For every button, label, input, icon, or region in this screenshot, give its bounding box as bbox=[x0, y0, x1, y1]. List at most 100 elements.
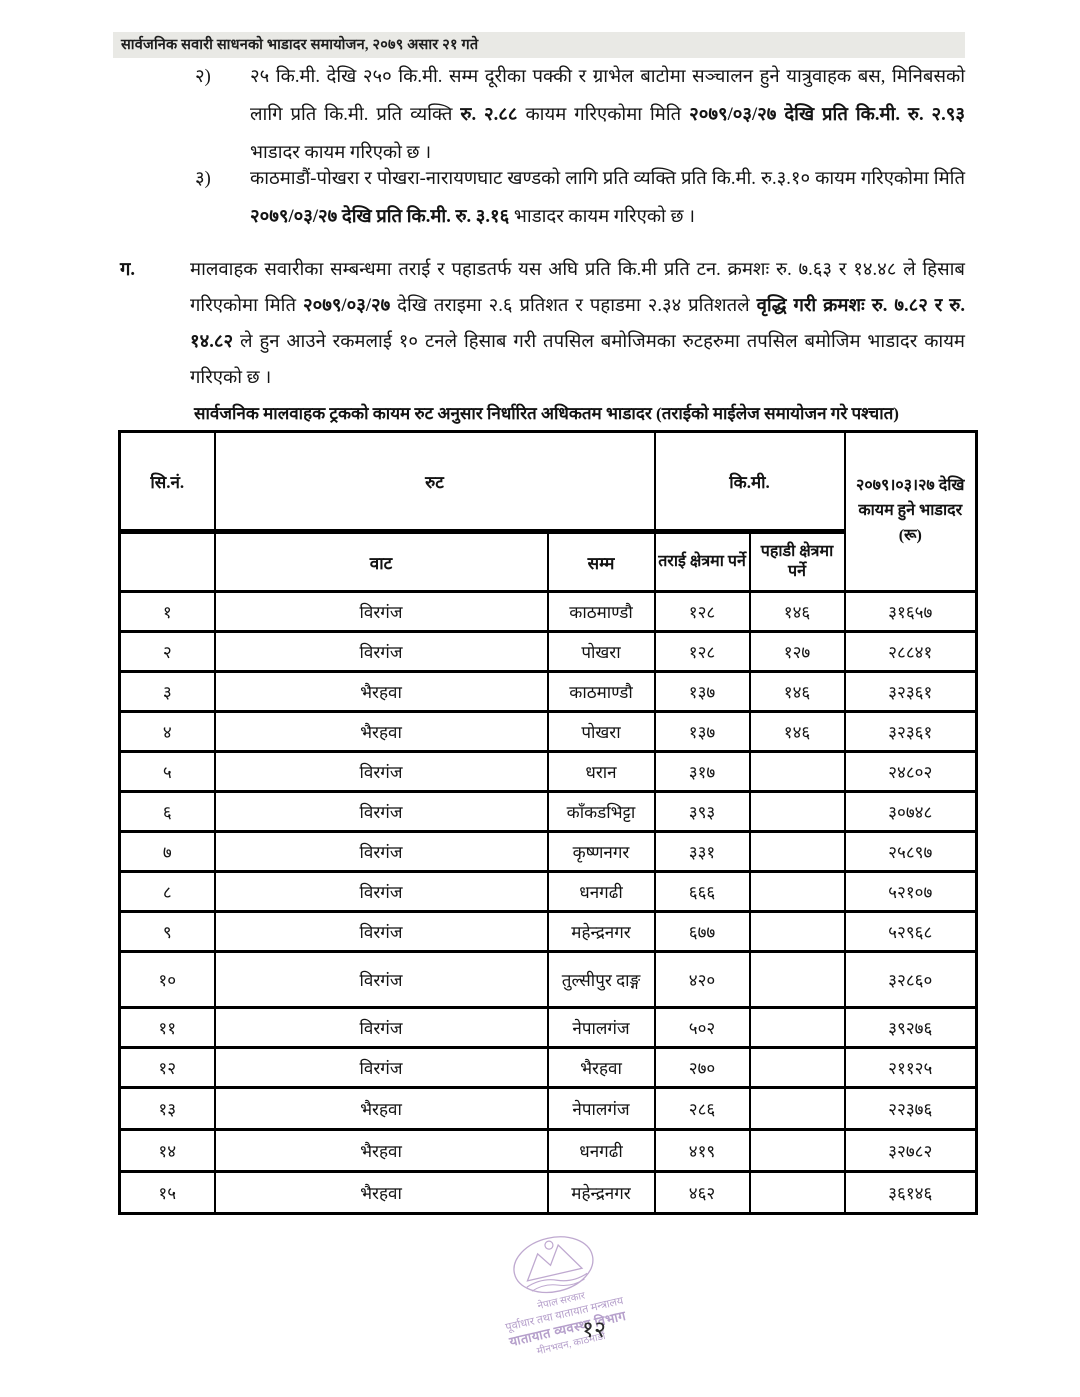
cell-hill-km bbox=[748, 830, 846, 873]
cell-hill-km bbox=[748, 950, 846, 1009]
cell-from: भैरहवा bbox=[213, 1170, 549, 1215]
cell-fare: ३२३६१ bbox=[843, 670, 978, 713]
cell-terai-km: ३३१ bbox=[653, 830, 751, 873]
table-row: ७ विरगंज कृष्णनगर ३३१ २५८९७ bbox=[118, 830, 978, 873]
cell-terai-km: १२८ bbox=[653, 590, 751, 633]
cell-terai-km: १३७ bbox=[653, 670, 751, 713]
cell-fare: ३६१४६ bbox=[843, 1170, 978, 1215]
cell-terai-km: ३१७ bbox=[653, 750, 751, 793]
cell-from: विरगंज bbox=[213, 750, 549, 793]
cell-to: भैरहवा bbox=[546, 1046, 656, 1089]
cell-to: महेन्द्रनगर bbox=[546, 1170, 656, 1215]
cell-fare: ५२१०७ bbox=[843, 870, 978, 913]
government-stamp: नेपाल सरकार पूर्वाधार तथा यातायात मन्त्र… bbox=[441, 1211, 677, 1375]
cell-serial: १ bbox=[118, 590, 216, 633]
cell-to: कृष्णनगर bbox=[546, 830, 656, 873]
cell-serial: ८ bbox=[118, 870, 216, 913]
cell-serial: १३ bbox=[118, 1086, 216, 1131]
paragraph-3: ३) काठमाडौं-पोखरा र पोखरा-नारायणघाट खण्ड… bbox=[195, 160, 965, 236]
cell-fare: २४८०२ bbox=[843, 750, 978, 793]
cell-fare: २२३७६ bbox=[843, 1086, 978, 1131]
cell-from: विरगंज bbox=[213, 1046, 549, 1089]
cell-hill-km: १२७ bbox=[748, 630, 846, 673]
cell-hill-km bbox=[748, 1086, 846, 1131]
paragraph-ga-marker: ग. bbox=[120, 260, 136, 280]
cell-hill-km bbox=[748, 1128, 846, 1173]
table-row: १५ भैरहवा महेन्द्रनगर ४६२ ३६१४६ bbox=[118, 1170, 978, 1215]
document-header: सार्वजनिक सवारी साधनको भाडादर समायोजन, २… bbox=[113, 32, 965, 58]
cell-hill-km bbox=[748, 750, 846, 793]
column-header-terai: तराई क्षेत्रमा पर्ने bbox=[653, 530, 751, 593]
column-header-serial: सि.नं. bbox=[118, 430, 216, 534]
cell-from: विरगंज bbox=[213, 630, 549, 673]
cell-serial: १० bbox=[118, 950, 216, 1009]
cell-to: पोखरा bbox=[546, 710, 656, 753]
cell-hill-km: १४६ bbox=[748, 670, 846, 713]
cell-fare: ३२३६१ bbox=[843, 710, 978, 753]
cell-to: नेपालगंज bbox=[546, 1006, 656, 1049]
cell-fare: २८८४१ bbox=[843, 630, 978, 673]
cell-terai-km: १२८ bbox=[653, 630, 751, 673]
cell-to: तुल्सीपुर दाङ्ग bbox=[546, 950, 656, 1009]
cell-to: धरान bbox=[546, 750, 656, 793]
cell-to: महेन्द्रनगर bbox=[546, 910, 656, 953]
table-row: १० विरगंज तुल्सीपुर दाङ्ग ४२० ३२८६० bbox=[118, 950, 978, 1009]
cell-from: भैरहवा bbox=[213, 1086, 549, 1131]
cell-serial: २ bbox=[118, 630, 216, 673]
cell-from: विरगंज bbox=[213, 830, 549, 873]
table-row: ५ विरगंज धरान ३१७ २४८०२ bbox=[118, 750, 978, 793]
cell-serial: ४ bbox=[118, 710, 216, 753]
cell-fare: २५८९७ bbox=[843, 830, 978, 873]
table-row: १ विरगंज काठमाण्डौ १२८ १४६ ३१६५७ bbox=[118, 590, 978, 633]
page-number: १२ bbox=[582, 1317, 606, 1342]
cell-from: विरगंज bbox=[213, 950, 549, 1009]
table-row: १४ भैरहवा धनगढी ४१९ ३२७८२ bbox=[118, 1128, 978, 1173]
table-row: १२ विरगंज भैरहवा २७० २११२५ bbox=[118, 1046, 978, 1089]
paragraph-2: २) २५ कि.मी. देखि २५० कि.मी. सम्म दूरीका… bbox=[195, 58, 965, 172]
table-row: ४ भैरहवा पोखरा १३७ १४६ ३२३६१ bbox=[118, 710, 978, 753]
cell-serial: ३ bbox=[118, 670, 216, 713]
cell-fare: ३०७४८ bbox=[843, 790, 978, 833]
column-header-fare: २०७९।०३।२७ देखि कायम हुने भाडादर (रू) bbox=[843, 430, 978, 593]
table-row: ३ भैरहवा काठमाण्डौ १३७ १४६ ३२३६१ bbox=[118, 670, 978, 713]
cell-terai-km: २७० bbox=[653, 1046, 751, 1089]
cell-hill-km bbox=[748, 910, 846, 953]
table-row: ९ विरगंज महेन्द्रनगर ६७७ ५२९६८ bbox=[118, 910, 978, 953]
cell-from: विरगंज bbox=[213, 870, 549, 913]
paragraph-ga: ग. मालवाहक सवारीका सम्बन्धमा तराई र पहाड… bbox=[120, 252, 965, 396]
table-row: १३ भैरहवा नेपालगंज २८६ २२३७६ bbox=[118, 1086, 978, 1131]
paragraph-3-text: काठमाडौं-पोखरा र पोखरा-नारायणघाट खण्डको … bbox=[250, 169, 965, 227]
cell-from: विरगंज bbox=[213, 590, 549, 633]
paragraph-3-marker: ३) bbox=[195, 169, 211, 189]
document-header-text: सार्वजनिक सवारी साधनको भाडादर समायोजन, २… bbox=[121, 37, 479, 53]
cell-to: धनगढी bbox=[546, 870, 656, 913]
paragraph-ga-text: मालवाहक सवारीका सम्बन्धमा तराई र पहाडतर्… bbox=[190, 260, 965, 388]
cell-terai-km: ६६६ bbox=[653, 870, 751, 913]
cell-serial: १५ bbox=[118, 1170, 216, 1215]
paragraph-2-marker: २) bbox=[195, 67, 211, 87]
cell-from: भैरहवा bbox=[213, 1128, 549, 1173]
nepal-emblem-icon bbox=[512, 1236, 594, 1294]
cell-from: विरगंज bbox=[213, 1006, 549, 1049]
cell-hill-km: १४६ bbox=[748, 710, 846, 753]
cell-terai-km: ५०२ bbox=[653, 1006, 751, 1049]
table-title: सार्वजनिक मालवाहक ट्रकको कायम रुट अनुसार… bbox=[194, 404, 899, 423]
cell-serial: ११ bbox=[118, 1006, 216, 1049]
cell-terai-km: ३९३ bbox=[653, 790, 751, 833]
column-header-from: वाट bbox=[213, 530, 549, 593]
cell-terai-km: ४२० bbox=[653, 950, 751, 1009]
cell-from: विरगंज bbox=[213, 790, 549, 833]
cell-to: नेपालगंज bbox=[546, 1086, 656, 1131]
column-header-to: सम्म bbox=[546, 530, 656, 593]
cell-serial: ७ bbox=[118, 830, 216, 873]
cell-to: पोखरा bbox=[546, 630, 656, 673]
column-header-km: कि.मी. bbox=[653, 430, 846, 534]
paragraph-2-text: २५ कि.मी. देखि २५० कि.मी. सम्म दूरीका पक… bbox=[250, 67, 965, 163]
fare-table-header: सि.नं. रुट कि.मी. २०७९।०३।२७ देखि कायम ह… bbox=[118, 430, 978, 593]
cell-serial: ९ bbox=[118, 910, 216, 953]
cell-hill-km bbox=[748, 1170, 846, 1215]
cell-serial: ६ bbox=[118, 790, 216, 833]
fare-table: सि.नं. रुट कि.मी. २०७९।०३।२७ देखि कायम ह… bbox=[118, 430, 979, 1215]
cell-fare: ३२८६० bbox=[843, 950, 978, 1009]
